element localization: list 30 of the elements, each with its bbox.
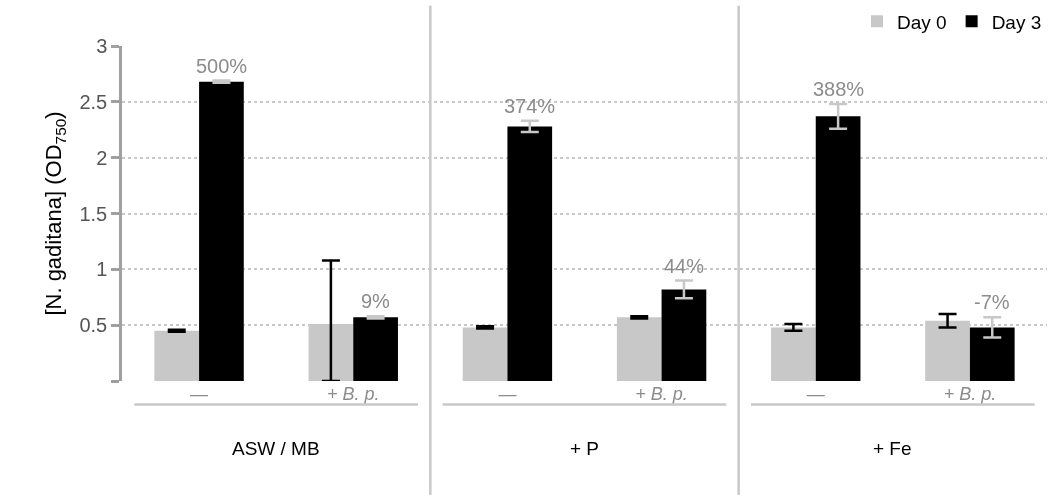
annotation: 44% — [664, 255, 705, 277]
legend-label: Day 0 — [897, 11, 947, 33]
y-tick-label: 2 — [96, 146, 108, 169]
y-tick-label: 0.5 — [79, 314, 108, 337]
text: + Fe — [873, 438, 912, 459]
annotation: 500% — [196, 55, 248, 77]
text: ASW / MB — [232, 438, 320, 459]
annotation: 374% — [504, 95, 556, 117]
bar — [661, 289, 707, 381]
x-tick-label: + B. p. — [943, 384, 997, 404]
text: + P — [570, 438, 600, 459]
bar — [969, 327, 1015, 381]
x-tick-label: — — [805, 384, 826, 404]
annotation: -7% — [974, 291, 1010, 313]
x-tick-label: + B. p. — [326, 384, 380, 404]
bar — [199, 81, 244, 381]
bar — [507, 126, 553, 381]
y-tick-label: 1 — [96, 258, 108, 281]
bar — [353, 317, 398, 381]
y-tick-label: 3 — [96, 35, 108, 57]
bar — [815, 116, 861, 381]
annotation: 388% — [813, 78, 865, 100]
x-tick-label: + B. p. — [635, 384, 688, 404]
y-tick-label: 1.5 — [79, 202, 108, 225]
x-tick-label: — — [189, 384, 210, 404]
legend-label: Day 3 — [991, 11, 1042, 33]
x-tick-label: — — [497, 384, 518, 404]
annotation: 9% — [361, 290, 391, 312]
y-tick-label: 2.5 — [79, 90, 108, 113]
bar — [154, 330, 200, 381]
